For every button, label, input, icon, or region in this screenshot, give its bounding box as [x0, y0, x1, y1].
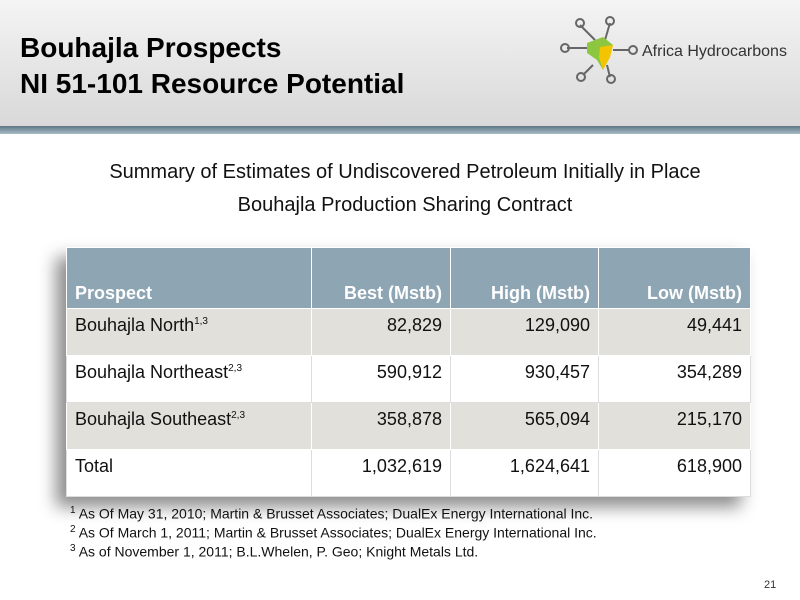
footnote-mark: 2 — [70, 524, 76, 535]
logo: Africa Hydrocarbons — [560, 16, 787, 84]
table-row: Bouhajla Southeast2,3 358,878 565,094 215,1… — [66, 402, 751, 450]
logo-text: Africa Hydrocarbons — [642, 43, 787, 60]
footnote-mark: 1 — [70, 505, 76, 516]
row-label: Bouhajla North1,3 — [66, 308, 312, 356]
title: Bouhajla Prospects — [20, 32, 282, 63]
column-header: Best (Mstb) — [311, 247, 451, 309]
table-cell: 129,090 — [450, 308, 599, 356]
table-row: Bouhajla North1,3 82,829 129,090 49,441 — [66, 308, 751, 356]
footnote-mark: 3 — [70, 543, 76, 554]
title: NI 51-101 Resource Potential — [20, 68, 405, 99]
subtitle: Summary of Estimates of Undiscovered Pet… — [109, 161, 701, 183]
footnote-text: As of November 1, 2011; B.L.Whelen, P. G… — [78, 543, 479, 560]
prospect-name: Bouhajla Northeast — [75, 362, 229, 382]
note-ref: 2,3 — [231, 410, 246, 421]
row-label: Total — [66, 449, 312, 497]
table-cell: 354,289 — [598, 355, 751, 403]
footnote-text: As Of May 31, 2010; Martin & Brusset Ass… — [78, 505, 594, 522]
note-ref: 1,3 — [194, 316, 208, 327]
row-label: Bouhajla Northeast2,3 — [66, 355, 312, 403]
table-row: Total 1,032,619 1,624,641 618,900 — [66, 449, 751, 497]
header-band — [0, 0, 800, 128]
footnote: 2 As Of March 1, 2011; Martin & Brusset … — [70, 524, 597, 541]
table-cell: 49,441 — [598, 308, 751, 356]
table-cell: 565,094 — [450, 402, 599, 450]
table-cell: 1,032,619 — [311, 449, 451, 497]
table-cell: 358,878 — [311, 402, 451, 450]
table-cell: 82,829 — [311, 308, 451, 356]
table: Prospect Best (Mstb) High (Mstb) Low (Mstb)… — [66, 247, 751, 497]
table-cell: 215,170 — [598, 402, 751, 450]
table-cell: 590,912 — [311, 355, 451, 403]
subtitle: Bouhajla Production Sharing Contract — [237, 194, 573, 216]
column-header: Prospect — [66, 247, 312, 309]
page-number: 21 — [764, 579, 777, 591]
prospect-name: Bouhajla North — [75, 315, 195, 335]
table-cell: 618,900 — [598, 449, 751, 497]
table-row: Bouhajla Northeast2,3 590,912 930,457 354,2… — [66, 355, 751, 403]
footnote: 3 As of November 1, 2011; B.L.Whelen, P.… — [70, 543, 478, 560]
note-ref: 2,3 — [228, 363, 243, 374]
column-header: Low (Mstb) — [598, 247, 751, 309]
row-label: Bouhajla Southeast2,3 — [66, 402, 312, 450]
footnote-text: As Of March 1, 2011; Martin & Brusset As… — [78, 524, 597, 541]
header-rule — [0, 126, 800, 134]
prospect-name: Bouhajla Southeast — [75, 409, 232, 429]
table-cell: 1,624,641 — [450, 449, 599, 497]
column-header: High (Mstb) — [450, 247, 599, 309]
prospect-name: Total — [75, 456, 114, 476]
footnote: 1 As Of May 31, 2010; Martin & Brusset A… — [70, 505, 593, 522]
table-cell: 930,457 — [450, 355, 599, 403]
